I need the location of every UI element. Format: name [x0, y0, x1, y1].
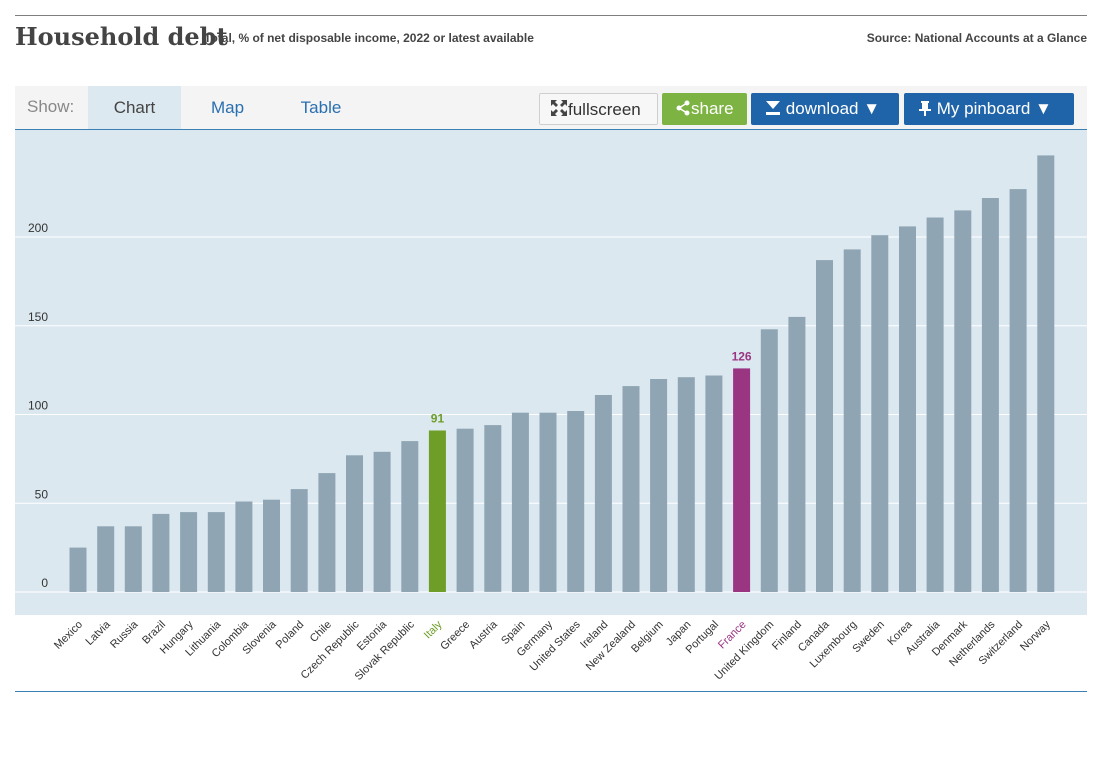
fullscreen-label: fullscreen [568, 100, 641, 119]
x-tick-label: Mexico [52, 619, 85, 652]
y-tick-label: 50 [35, 487, 49, 501]
bar-portugal[interactable] [705, 375, 723, 593]
download-button[interactable]: download ▼ [751, 93, 899, 125]
x-tick-label: Russia [108, 618, 141, 651]
page-title: Household debt [15, 22, 228, 51]
top-rule [15, 15, 1087, 16]
bar-latvia[interactable] [97, 526, 115, 592]
data-label: 126 [732, 349, 752, 363]
x-tick-label: Italy [422, 618, 445, 641]
bar-sweden[interactable] [871, 235, 889, 592]
bar-hungary[interactable] [180, 512, 198, 592]
bar-chile[interactable] [318, 473, 336, 592]
pin-icon [918, 99, 932, 118]
bar-austria[interactable] [484, 425, 502, 592]
bar-switzerland[interactable] [1009, 189, 1027, 592]
tab-chart[interactable]: Chart [88, 86, 181, 130]
bar-belgium[interactable] [650, 379, 668, 592]
bar-japan[interactable] [677, 377, 695, 592]
download-label: download [785, 99, 859, 118]
chevron-down-icon: ▼ [1035, 99, 1052, 118]
fullscreen-icon [550, 100, 568, 119]
y-tick-label: 100 [28, 399, 48, 413]
bar-russia[interactable] [124, 526, 142, 592]
bar-slovak-republic[interactable] [401, 441, 419, 592]
bar-germany[interactable] [539, 412, 557, 592]
x-tick-label: Austria [467, 618, 500, 651]
y-tick-label: 200 [28, 221, 48, 235]
bar-poland[interactable] [290, 489, 308, 592]
bar-new-zealand[interactable] [622, 386, 640, 592]
bar-lithuania[interactable] [207, 512, 225, 592]
bar-mexico[interactable] [69, 547, 87, 592]
source-note: Source: National Accounts at a Glance [866, 31, 1087, 45]
share-icon [675, 99, 691, 118]
bar-luxembourg[interactable] [843, 249, 861, 592]
bar-brazil[interactable] [152, 513, 170, 592]
x-tick-label: Greece [438, 619, 472, 653]
pinboard-button[interactable]: My pinboard ▼ [904, 93, 1074, 125]
toolbar-divider [15, 129, 1087, 130]
bar-canada[interactable] [816, 260, 833, 592]
chevron-down-icon: ▼ [863, 99, 881, 118]
show-label: Show: [27, 97, 75, 116]
bar-denmark[interactable] [954, 210, 972, 592]
bar-czech-republic[interactable] [346, 455, 363, 592]
bar-netherlands[interactable] [981, 198, 999, 592]
bar-colombia[interactable] [235, 501, 253, 593]
page-subtitle: Total, % of net disposable income, 2022 … [204, 31, 534, 45]
bar-australia[interactable] [926, 217, 944, 593]
bar-united-kingdom[interactable] [760, 329, 778, 592]
bar-spain[interactable] [511, 412, 529, 592]
pinboard-label: My pinboard [936, 99, 1031, 118]
bar-united-states[interactable] [567, 411, 585, 592]
bar-korea[interactable] [899, 226, 916, 592]
bar-norway[interactable] [1037, 155, 1055, 592]
bar-finland[interactable] [788, 316, 806, 592]
tab-map[interactable]: Map [210, 98, 245, 117]
bar-france[interactable] [733, 368, 751, 592]
x-tick-label: Norway [1018, 618, 1053, 653]
download-icon [765, 99, 781, 118]
share-button[interactable]: share [662, 93, 747, 125]
fullscreen-button[interactable]: fullscreen [539, 93, 658, 125]
bottom-rule [15, 691, 1087, 692]
y-tick-label: 150 [28, 310, 48, 324]
bar-slovenia[interactable] [263, 499, 280, 592]
bar-estonia[interactable] [373, 451, 391, 592]
y-tick-label: 0 [41, 576, 48, 590]
data-label: 91 [431, 412, 445, 426]
share-label: share [691, 99, 734, 118]
bar-italy[interactable] [428, 430, 446, 593]
bar-greece[interactable] [456, 428, 474, 592]
toolbar: Show: Chart Map Table fullscreen share d… [15, 86, 1087, 130]
x-tick-label: Poland [274, 619, 307, 652]
bar-ireland[interactable] [594, 395, 612, 592]
tab-table[interactable]: Table [300, 98, 342, 117]
